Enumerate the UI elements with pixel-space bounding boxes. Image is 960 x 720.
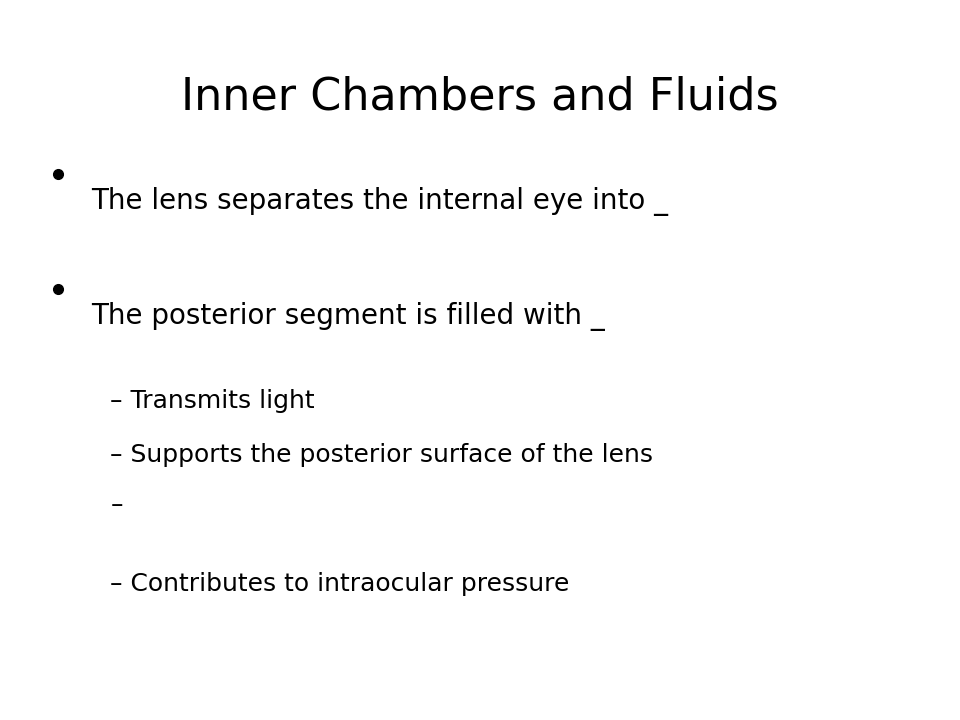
- Text: The posterior segment is filled with _: The posterior segment is filled with _: [91, 302, 605, 331]
- Text: Inner Chambers and Fluids: Inner Chambers and Fluids: [181, 76, 779, 119]
- Text: – Supports the posterior surface of the lens: – Supports the posterior surface of the …: [110, 443, 654, 467]
- Text: – Contributes to intraocular pressure: – Contributes to intraocular pressure: [110, 572, 570, 596]
- Text: –: –: [110, 493, 123, 517]
- Text: The lens separates the internal eye into _: The lens separates the internal eye into…: [91, 187, 668, 216]
- Text: – Transmits light: – Transmits light: [110, 389, 315, 413]
